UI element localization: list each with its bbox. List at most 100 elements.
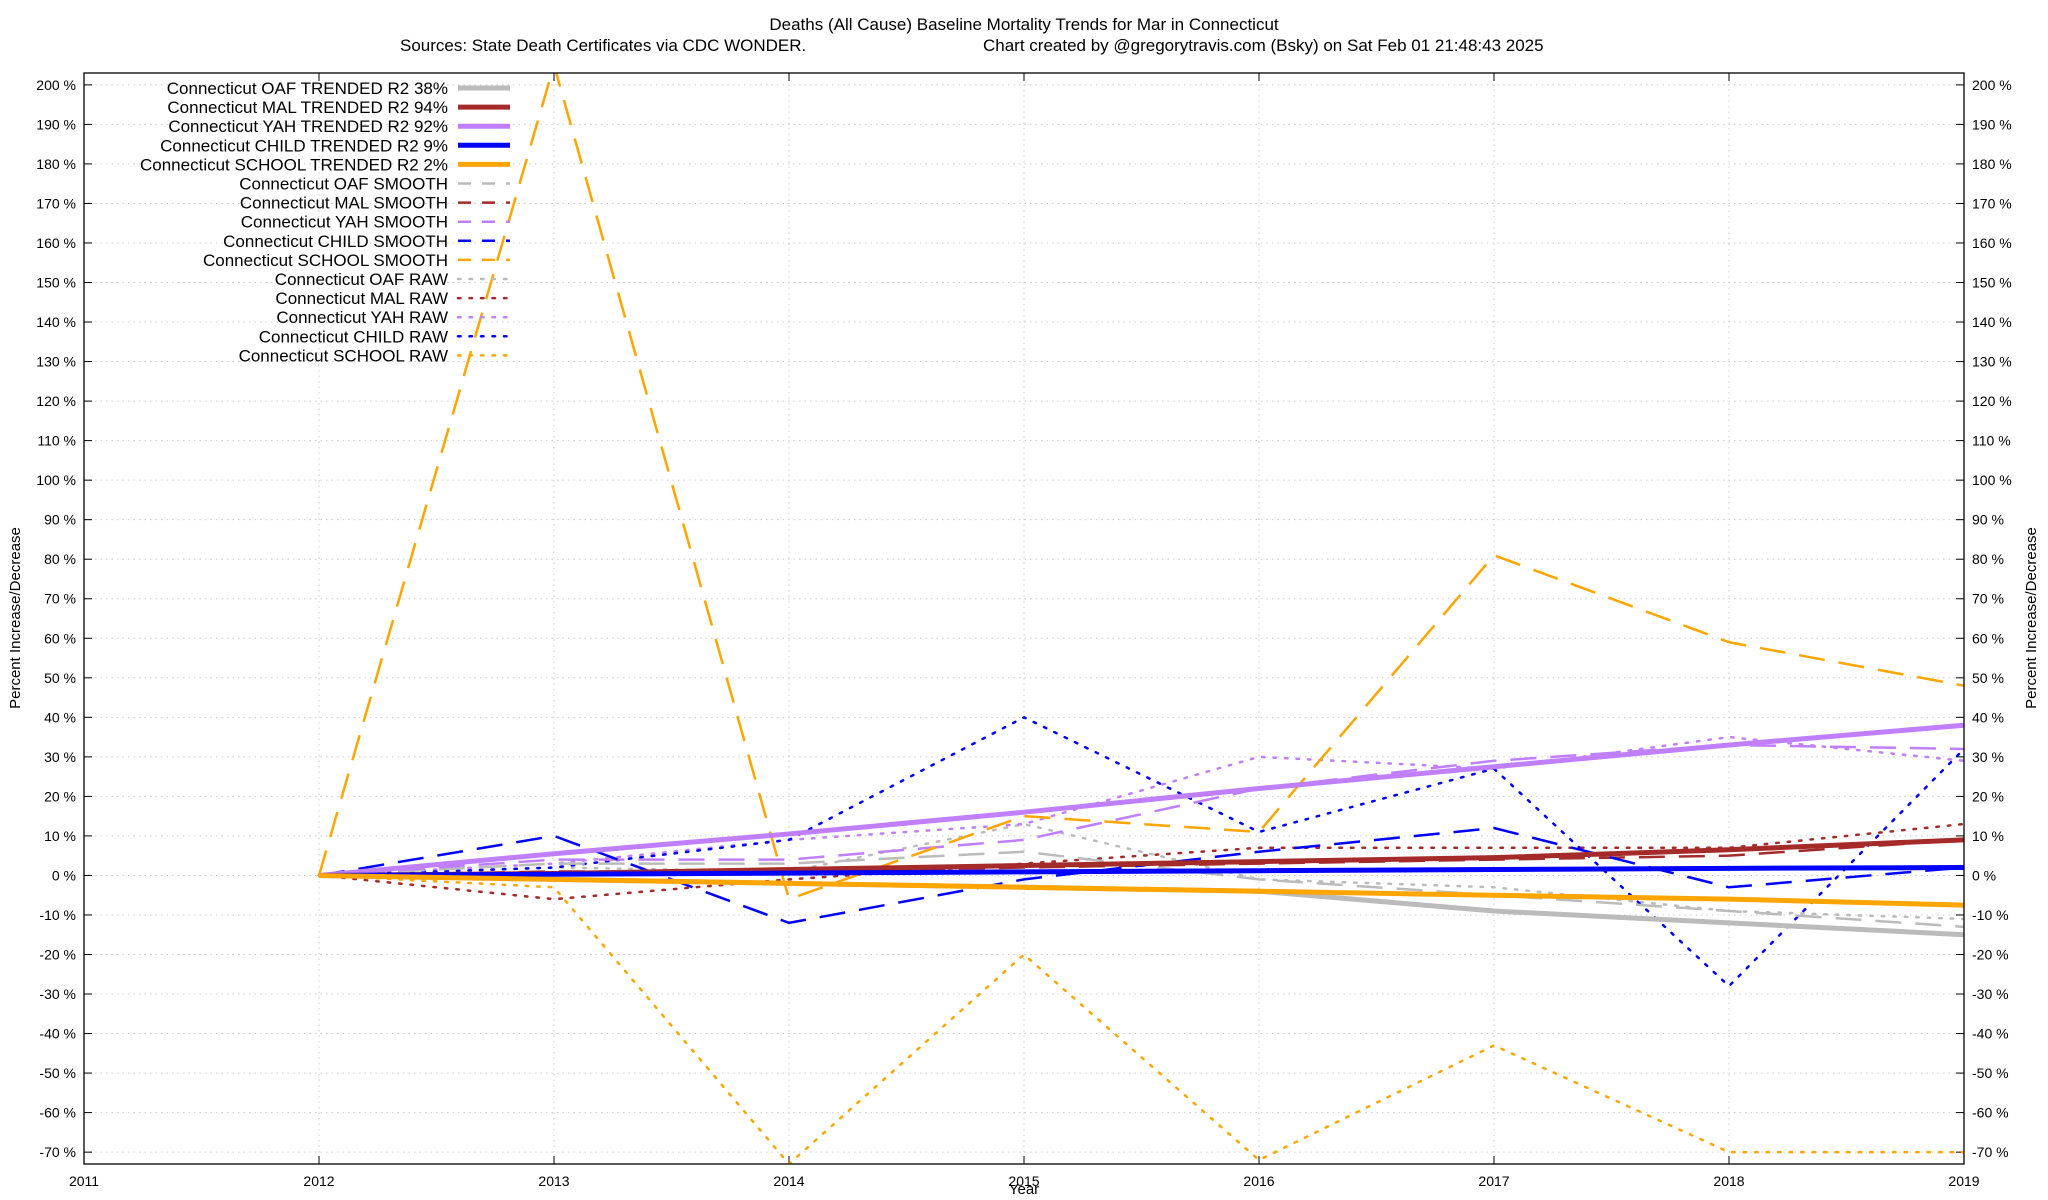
- chart-subtitle-right: Chart created by @gregorytravis.com (Bsk…: [983, 36, 1544, 55]
- plot-frame: [83, 72, 1965, 1165]
- y-tick-label-right: -10 %: [1972, 907, 2009, 923]
- y-tick-label-right: 90 %: [1972, 512, 2004, 528]
- y-tick-label-right: 20 %: [1972, 788, 2004, 804]
- series-layer: [317, 73, 1964, 1164]
- y-tick-label-left: 70 %: [44, 591, 76, 607]
- y-tick-label-right: 100 %: [1972, 472, 2012, 488]
- y-tick-label-right: -20 %: [1972, 946, 2009, 962]
- x-tick-label: 2012: [303, 1173, 334, 1189]
- series-line-connecticut-child-trended-r2-9: [318, 865, 1964, 878]
- y-tick-label-right: -50 %: [1972, 1065, 2009, 1081]
- y-tick-label-left: 100 %: [36, 472, 76, 488]
- y-tick-label-left: 0 %: [52, 867, 76, 883]
- y-tick-label-left: 10 %: [44, 828, 76, 844]
- y-axis-label-left: Percent Increase/Decrease: [7, 527, 24, 709]
- y-tick-label-right: 200 %: [1972, 77, 2012, 93]
- y-tick-label-right: -60 %: [1972, 1105, 2009, 1121]
- series-line-connecticut-child-raw: [317, 716, 1964, 988]
- legend-label: Connecticut MAL SMOOTH: [240, 194, 448, 213]
- y-tick-label-right: 120 %: [1972, 393, 2012, 409]
- y-tick-label-right: 30 %: [1972, 749, 2004, 765]
- series-line-connecticut-school-smooth: [317, 73, 1964, 901]
- legend-label: Connecticut SCHOOL TRENDED R2 2%: [140, 155, 448, 174]
- y-tick-label-right: 160 %: [1972, 235, 2012, 251]
- series-line-connecticut-yah-trended-r2-92: [318, 722, 1964, 878]
- y-tick-label-left: -20 %: [39, 946, 76, 962]
- y-tick-label-right: 110 %: [1972, 433, 2011, 449]
- y-tick-label-right: 140 %: [1972, 314, 2012, 330]
- y-tick-label-right: 190 %: [1972, 116, 2012, 132]
- y-tick-label-right: 70 %: [1972, 591, 2004, 607]
- series-line-connecticut-mal-raw: [317, 822, 1964, 901]
- y-tick-label-left: -40 %: [39, 1026, 76, 1042]
- legend-label: Connecticut YAH RAW: [276, 308, 448, 327]
- legend-label: Connecticut YAH TRENDED R2 92%: [168, 117, 448, 136]
- y-tick-label-right: 180 %: [1972, 156, 2012, 172]
- y-tick-label-right: 60 %: [1972, 630, 2004, 646]
- legend-label: Connecticut SCHOOL SMOOTH: [203, 251, 448, 270]
- x-tick-label: 2016: [1243, 1173, 1274, 1189]
- y-tick-label-left: 60 %: [44, 630, 76, 646]
- legend-label: Connecticut MAL TRENDED R2 94%: [167, 98, 448, 117]
- legend-label: Connecticut OAF RAW: [275, 270, 448, 289]
- tick-layer: -70 % -70 % -60 % -60 % -50 % -50 % -40 % -40 %…: [36, 73, 2012, 1189]
- x-tick-label: 2017: [1478, 1173, 1509, 1189]
- series-line-connecticut-oaf-raw: [317, 822, 1964, 921]
- legend-label: Connecticut SCHOOL RAW: [239, 346, 448, 365]
- y-tick-label-left: 90 %: [44, 512, 76, 528]
- y-tick-label-left: 130 %: [36, 354, 76, 370]
- y-tick-label-left: 190 %: [36, 116, 76, 132]
- x-tick-label: 2019: [1948, 1173, 1979, 1189]
- x-axis-label: Year: [1009, 1181, 1039, 1198]
- y-tick-label-left: 30 %: [44, 749, 76, 765]
- y-axis-label-right: Percent Increase/Decrease: [2023, 527, 2040, 709]
- y-tick-label-right: 40 %: [1972, 709, 2004, 725]
- y-tick-label-left: 110 %: [37, 433, 76, 449]
- x-tick-label: 2018: [1713, 1173, 1744, 1189]
- y-tick-label-right: -40 %: [1972, 1026, 2009, 1042]
- y-tick-label-right: 50 %: [1972, 670, 2004, 686]
- y-tick-label-left: 120 %: [36, 393, 76, 409]
- y-tick-label-left: 40 %: [44, 709, 76, 725]
- legend-label: Connecticut OAF TRENDED R2 38%: [167, 79, 448, 98]
- x-tick-label: 2014: [773, 1173, 804, 1189]
- chart-subtitle-left: Sources: State Death Certificates via CD…: [400, 36, 806, 55]
- y-tick-label-left: 20 %: [44, 788, 76, 804]
- y-tick-label-right: 150 %: [1972, 275, 2012, 291]
- y-tick-label-right: -30 %: [1972, 986, 2009, 1002]
- y-tick-label-left: 150 %: [36, 275, 76, 291]
- legend-label: Connecticut MAL RAW: [275, 289, 448, 308]
- y-tick-label-left: 50 %: [44, 670, 76, 686]
- y-tick-label-right: 130 %: [1972, 354, 2012, 370]
- y-tick-label-left: 80 %: [44, 551, 76, 567]
- chart-title: Deaths (All Cause) Baseline Mortality Tr…: [769, 15, 1279, 34]
- legend-label: Connecticut OAF SMOOTH: [239, 175, 448, 194]
- series-line-connecticut-yah-raw: [317, 735, 1964, 877]
- x-tick-label: 2011: [69, 1173, 99, 1189]
- legend: Connecticut OAF TRENDED R2 38%Connecticu…: [140, 79, 512, 365]
- y-tick-label-left: 170 %: [36, 195, 76, 211]
- legend-label: Connecticut YAH SMOOTH: [241, 213, 448, 232]
- legend-label: Connecticut CHILD SMOOTH: [223, 232, 448, 251]
- y-tick-label-left: -70 %: [39, 1144, 76, 1160]
- legend-label: Connecticut CHILD TRENDED R2 9%: [160, 136, 448, 155]
- y-tick-label-right: -70 %: [1972, 1144, 2009, 1160]
- y-tick-label-left: -10 %: [39, 907, 76, 923]
- y-tick-label-left: 200 %: [36, 77, 76, 93]
- series-line-connecticut-school-raw: [317, 874, 1964, 1164]
- y-tick-label-right: 170 %: [1972, 195, 2012, 211]
- y-tick-label-right: 80 %: [1972, 551, 2004, 567]
- y-tick-label-left: 160 %: [36, 235, 76, 251]
- y-tick-label-left: 140 %: [36, 314, 76, 330]
- y-tick-label-left: -50 %: [39, 1065, 76, 1081]
- y-tick-label-left: -60 %: [39, 1105, 76, 1121]
- y-tick-label-left: -30 %: [39, 986, 76, 1002]
- series-line-connecticut-school-trended-r2-2: [318, 872, 1964, 908]
- x-tick-label: 2015: [1008, 1173, 1039, 1189]
- legend-label: Connecticut CHILD RAW: [259, 327, 448, 346]
- x-tick-label: 2013: [538, 1173, 569, 1189]
- y-tick-label-right: 0 %: [1972, 867, 1996, 883]
- y-tick-label-left: 180 %: [36, 156, 76, 172]
- y-tick-label-right: 10 %: [1972, 828, 2004, 844]
